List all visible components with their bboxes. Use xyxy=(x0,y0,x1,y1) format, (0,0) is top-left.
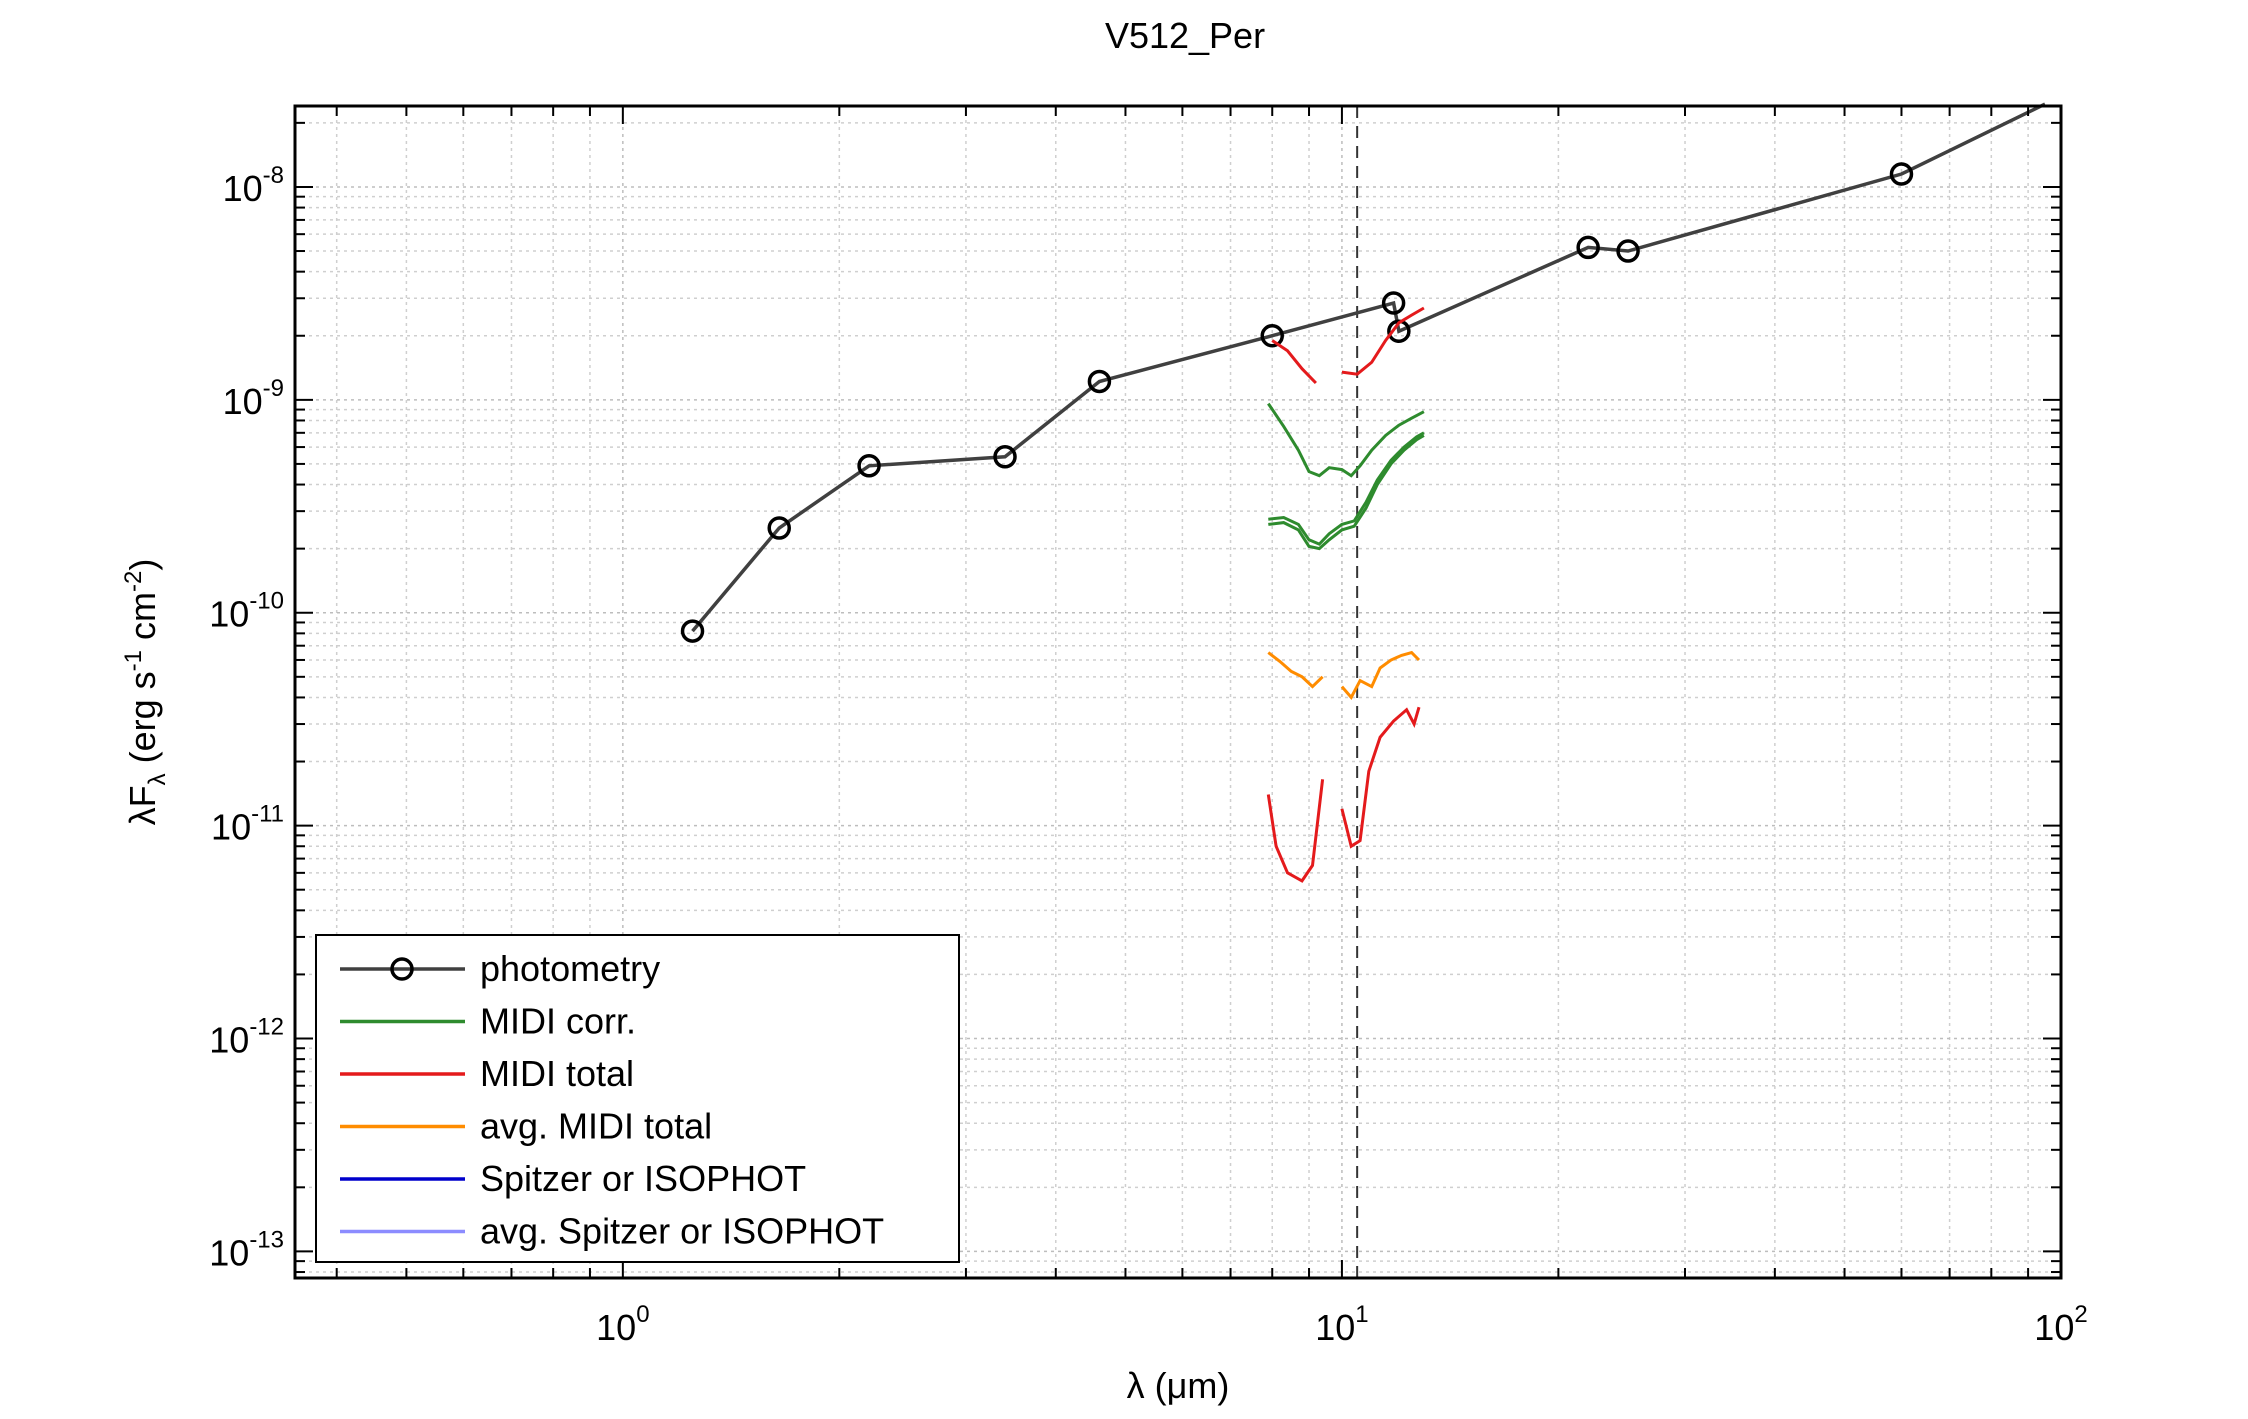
data-point xyxy=(1260,323,1284,348)
data-point xyxy=(993,445,1017,469)
legend-label: avg. MIDI total xyxy=(480,1106,712,1147)
axis-ticks: 100 101 102 10-13 10-12 10-11 10-10 10-9 10-8 xyxy=(209,106,2088,1348)
legend-item-avg_midi_total: avg. MIDI total xyxy=(340,1106,712,1147)
y-tick-label: 10-10 xyxy=(209,588,284,635)
series-midi_corr xyxy=(1267,402,1425,551)
series-line-midi_total xyxy=(1341,306,1425,376)
chart-title: V512_Per xyxy=(1105,15,1265,56)
series-line-photometry xyxy=(691,102,2046,633)
data-point xyxy=(1616,239,1640,263)
x-axis-label: λ (μm) xyxy=(1127,1365,1230,1406)
legend-item-spitzer: Spitzer or ISOPHOT xyxy=(340,1158,806,1199)
data-point xyxy=(1576,235,1600,260)
legend-label: MIDI corr. xyxy=(480,1001,636,1042)
x-tick-label: 100 xyxy=(596,1301,649,1348)
legend-label: MIDI total xyxy=(480,1053,634,1094)
legend: photometry MIDI corr. MIDI total avg. MIDI … xyxy=(315,934,960,1263)
y-tick-label: 10-11 xyxy=(211,801,284,848)
plot-series xyxy=(680,102,2046,883)
series-line-midi_corr xyxy=(1268,431,1425,546)
legend-label: avg. Spitzer or ISOPHOT xyxy=(480,1211,884,1252)
plot-frame xyxy=(293,104,2063,1280)
legend-label: photometry xyxy=(480,948,660,989)
y-tick-label: 10-9 xyxy=(223,375,284,422)
legend-box xyxy=(315,934,960,1263)
series-line-avg_midi_total xyxy=(1267,651,1324,689)
legend-item-midi_corr: MIDI corr. xyxy=(340,1001,636,1042)
data-point xyxy=(767,516,791,540)
data-point xyxy=(1381,291,1406,315)
data-point xyxy=(680,619,705,643)
series-line-avg_midi_total xyxy=(1340,650,1421,701)
legend-label: Spitzer or ISOPHOT xyxy=(480,1158,806,1199)
data-point xyxy=(1889,162,1914,186)
series-line-midi_total xyxy=(1266,779,1325,883)
legend-item-midi_total: MIDI total xyxy=(340,1053,634,1094)
data-point xyxy=(1087,369,1112,394)
series-line-midi_total xyxy=(1271,339,1317,385)
legend-marker xyxy=(390,957,414,981)
y-axis-label: λFλ (erg s-1 cm-2) xyxy=(120,559,171,826)
series-line-midi_corr xyxy=(1267,402,1425,478)
data-point xyxy=(857,454,881,478)
series-line-midi_corr xyxy=(1268,434,1425,551)
x-tick-label: 102 xyxy=(2034,1301,2087,1348)
legend-item-photometry: photometry xyxy=(340,948,660,989)
series-photometry xyxy=(680,102,2046,643)
y-tick-label: 10-8 xyxy=(223,162,284,209)
x-tick-label: 101 xyxy=(1315,1301,1368,1348)
series-avg_midi_total xyxy=(1267,650,1421,701)
y-tick-label: 10-12 xyxy=(209,1014,284,1061)
series-midi_total xyxy=(1266,306,1425,883)
y-tick-label: 10-13 xyxy=(209,1226,284,1273)
legend-item-avg_spitzer: avg. Spitzer or ISOPHOT xyxy=(340,1211,884,1252)
series-line-midi_total xyxy=(1340,706,1421,849)
